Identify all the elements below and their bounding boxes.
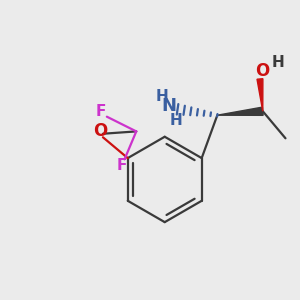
Text: F: F (95, 104, 106, 119)
Text: N: N (162, 97, 177, 115)
Text: H: H (156, 89, 169, 104)
Text: H: H (272, 55, 285, 70)
Text: O: O (93, 122, 107, 140)
Text: F: F (116, 158, 127, 173)
Polygon shape (257, 79, 263, 111)
Polygon shape (217, 107, 263, 115)
Text: H: H (169, 113, 182, 128)
Text: O: O (255, 62, 269, 80)
